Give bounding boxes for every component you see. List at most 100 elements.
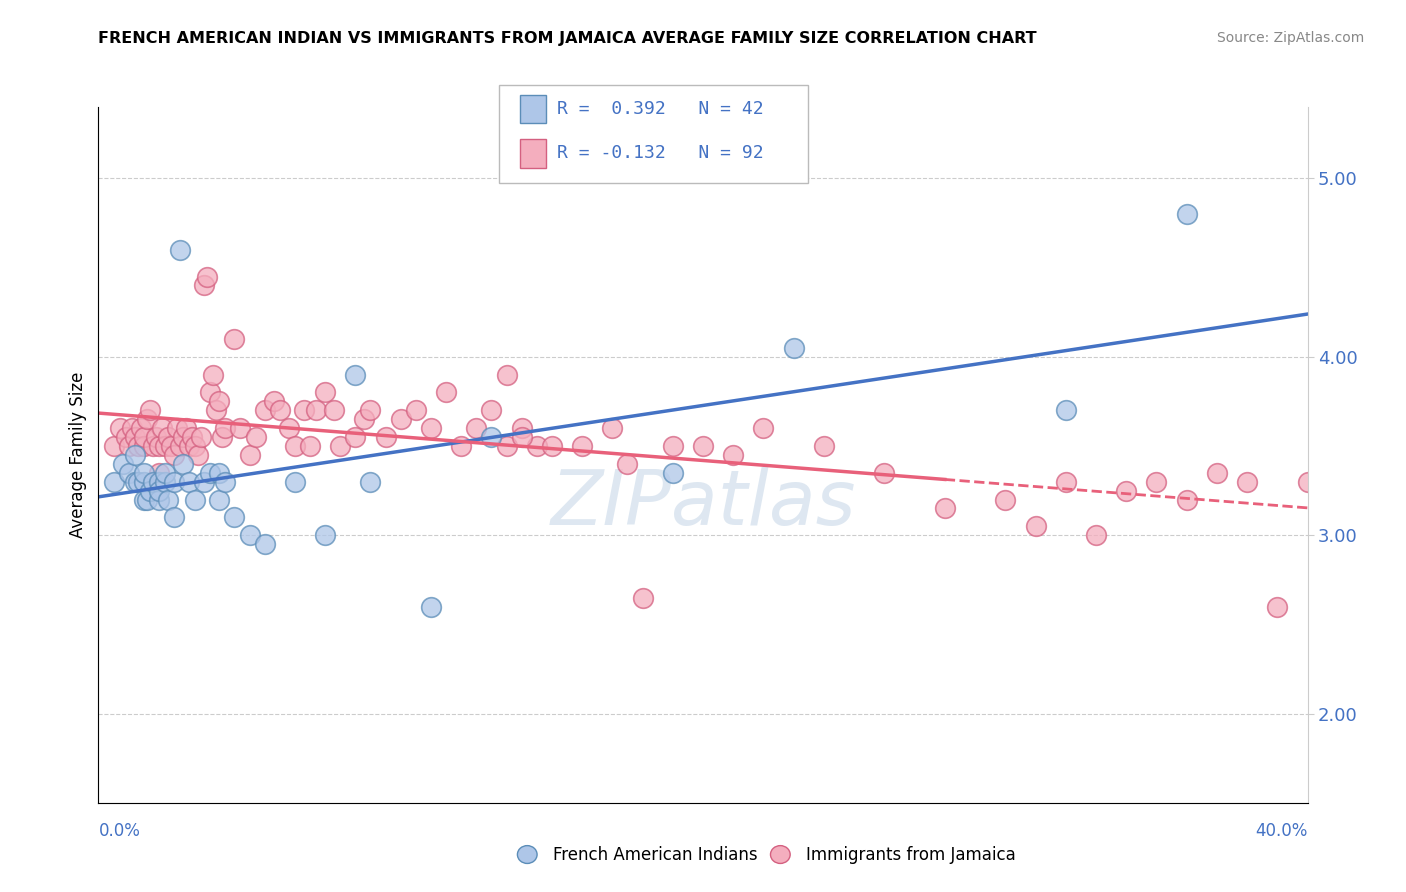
Point xyxy=(526,439,548,453)
Point xyxy=(662,466,685,480)
Text: R = -0.132   N = 92: R = -0.132 N = 92 xyxy=(557,145,763,162)
Point xyxy=(124,475,146,489)
Point xyxy=(1236,475,1258,489)
Point xyxy=(1054,475,1077,489)
Point xyxy=(269,403,291,417)
Point xyxy=(344,368,367,382)
Point xyxy=(193,278,215,293)
Point xyxy=(148,466,170,480)
Point xyxy=(121,421,143,435)
Point xyxy=(1144,475,1167,489)
Point xyxy=(662,439,685,453)
Point xyxy=(184,439,207,453)
Point xyxy=(540,439,562,453)
Point xyxy=(179,475,201,489)
Point xyxy=(314,385,336,400)
Point xyxy=(292,403,315,417)
Point xyxy=(284,439,307,453)
Point xyxy=(190,430,212,444)
Text: FRENCH AMERICAN INDIAN VS IMMIGRANTS FROM JAMAICA AVERAGE FAMILY SIZE CORRELATIO: FRENCH AMERICAN INDIAN VS IMMIGRANTS FRO… xyxy=(98,31,1038,46)
Point xyxy=(873,466,896,480)
Point xyxy=(135,412,157,426)
Point xyxy=(752,421,775,435)
Point xyxy=(224,510,246,524)
Point xyxy=(934,501,956,516)
Point xyxy=(239,528,262,542)
Point xyxy=(169,439,191,453)
Point xyxy=(118,439,141,453)
Point xyxy=(208,466,231,480)
Point xyxy=(263,394,285,409)
Point xyxy=(214,475,236,489)
Point xyxy=(142,475,165,489)
Point xyxy=(420,599,443,614)
Point xyxy=(174,421,197,435)
Point xyxy=(148,439,170,453)
Point xyxy=(1296,475,1319,489)
Point xyxy=(277,421,299,435)
Point xyxy=(329,439,352,453)
Point xyxy=(229,421,252,435)
Point xyxy=(434,385,457,400)
Point xyxy=(200,385,222,400)
Point xyxy=(132,475,155,489)
Point xyxy=(495,439,517,453)
Point xyxy=(208,492,231,507)
Point xyxy=(994,492,1017,507)
Point xyxy=(132,430,155,444)
Point xyxy=(495,368,517,382)
Point xyxy=(202,368,225,382)
Point xyxy=(118,466,141,480)
Point xyxy=(193,475,215,489)
Text: R =  0.392   N = 42: R = 0.392 N = 42 xyxy=(557,100,763,118)
Point xyxy=(132,492,155,507)
Point xyxy=(692,439,714,453)
Point xyxy=(148,492,170,507)
Point xyxy=(510,430,533,444)
Point xyxy=(184,492,207,507)
Point xyxy=(1054,403,1077,417)
Text: ZIPatlas: ZIPatlas xyxy=(550,467,856,541)
Point xyxy=(187,448,209,462)
Text: Immigrants from Jamaica: Immigrants from Jamaica xyxy=(806,846,1015,863)
Point xyxy=(353,412,375,426)
Point xyxy=(305,403,328,417)
Point xyxy=(723,448,745,462)
Point xyxy=(179,439,201,453)
Point xyxy=(481,403,503,417)
Point xyxy=(139,403,162,417)
Point xyxy=(153,466,176,480)
Text: Source: ZipAtlas.com: Source: ZipAtlas.com xyxy=(1216,31,1364,45)
Point xyxy=(1206,466,1229,480)
Point xyxy=(172,430,194,444)
Point xyxy=(420,421,443,435)
Point xyxy=(103,475,125,489)
Point xyxy=(374,430,396,444)
Point xyxy=(1115,483,1137,498)
Point xyxy=(211,430,233,444)
Point xyxy=(208,394,231,409)
Point xyxy=(111,457,134,471)
Point xyxy=(153,475,176,489)
Point xyxy=(156,430,179,444)
Point xyxy=(323,403,346,417)
Point xyxy=(114,430,136,444)
Point xyxy=(145,430,167,444)
Point xyxy=(360,475,382,489)
Point xyxy=(163,475,186,489)
Point xyxy=(360,403,382,417)
Point xyxy=(181,430,204,444)
Point xyxy=(132,466,155,480)
Point xyxy=(389,412,412,426)
Point xyxy=(344,430,367,444)
Point xyxy=(132,439,155,453)
Point xyxy=(245,430,267,444)
Point xyxy=(135,492,157,507)
Point xyxy=(616,457,638,471)
Point xyxy=(253,403,276,417)
Point xyxy=(127,439,149,453)
Point xyxy=(163,448,186,462)
Point xyxy=(172,457,194,471)
Point xyxy=(602,421,624,435)
Text: 40.0%: 40.0% xyxy=(1256,822,1308,840)
